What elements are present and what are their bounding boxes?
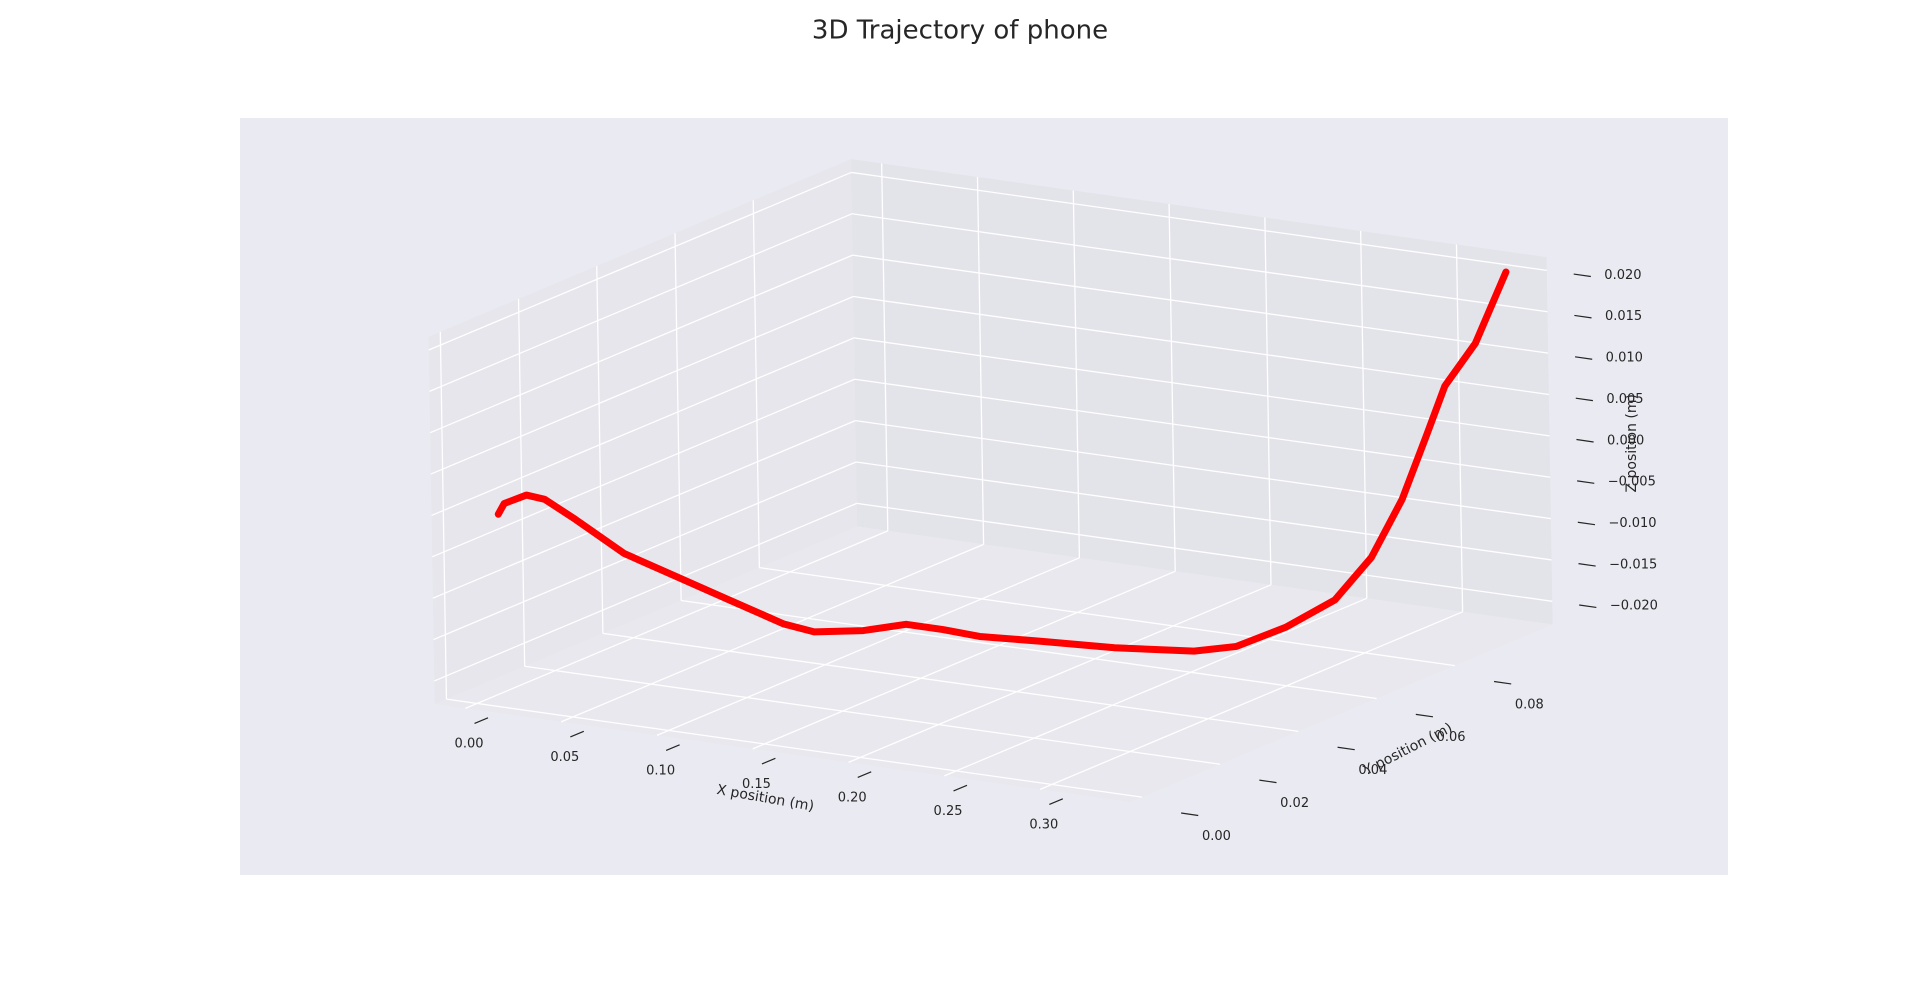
grid-line xyxy=(681,599,1377,700)
z-tick-label: 0.010 xyxy=(1606,351,1643,366)
grid-line xyxy=(1039,611,1463,790)
x-tick-label: 0.10 xyxy=(646,763,675,778)
x-tick-label: 0.15 xyxy=(742,777,771,792)
x-tick-label: 0.20 xyxy=(838,790,867,805)
trajectory-line xyxy=(494,268,1510,655)
grid-line xyxy=(429,254,853,434)
tick-mark xyxy=(1574,356,1593,360)
grid-line xyxy=(1072,190,1081,558)
grid-line xyxy=(851,213,1548,313)
grid-line xyxy=(852,254,1549,354)
grid-line xyxy=(1168,203,1176,572)
grid-line xyxy=(1264,217,1272,585)
tick-mark xyxy=(1577,521,1596,526)
grid-line xyxy=(524,665,1221,765)
grid-line xyxy=(848,584,1272,763)
grid-line xyxy=(856,502,1553,602)
grid-line xyxy=(517,298,526,667)
grid-line xyxy=(853,295,1549,396)
tick-mark xyxy=(665,744,680,752)
grid-line xyxy=(752,200,761,568)
grid-line xyxy=(944,597,1368,777)
tick-mark xyxy=(1259,779,1277,784)
grid-line xyxy=(431,337,855,517)
z-tick-label: −0.010 xyxy=(1608,516,1656,531)
pane-back xyxy=(851,159,1553,625)
y-tick-label: 0.06 xyxy=(1437,730,1466,745)
tick-mark xyxy=(1049,798,1064,805)
tick-mark xyxy=(570,730,585,738)
tick-mark xyxy=(1181,812,1199,817)
grid-line xyxy=(976,176,985,545)
x-tick-label: 0.25 xyxy=(934,804,963,819)
x-tick-label: 0.05 xyxy=(550,750,579,765)
tick-mark xyxy=(1577,480,1595,484)
grid-line xyxy=(674,233,682,601)
pane-left xyxy=(428,159,858,705)
grid-line xyxy=(428,171,852,351)
tick-mark xyxy=(1578,563,1596,567)
z-tick-label: 0.000 xyxy=(1607,433,1644,448)
grid-line xyxy=(560,543,984,723)
tick-mark xyxy=(761,757,776,765)
grid-line xyxy=(602,632,1299,732)
tick-mark xyxy=(1579,604,1597,609)
grid-line xyxy=(855,419,1551,520)
chart-title: 3D Trajectory of phone xyxy=(812,16,1108,46)
tick-mark xyxy=(1575,397,1593,402)
tick-mark xyxy=(953,784,968,792)
z-tick-label: −0.015 xyxy=(1609,557,1657,572)
grid-line xyxy=(439,331,448,700)
y-tick-label: 0.02 xyxy=(1280,796,1309,811)
x-tick-label: 0.00 xyxy=(455,736,484,751)
tick-mark xyxy=(474,717,489,725)
grid-line xyxy=(881,163,889,531)
grid-line xyxy=(854,378,1551,478)
tick-mark xyxy=(1576,438,1594,443)
grid-line xyxy=(855,461,1552,561)
grid-line xyxy=(465,530,889,709)
tick-mark xyxy=(1415,713,1434,718)
grid-line xyxy=(433,461,857,641)
tick-mark xyxy=(1574,314,1592,319)
grid-line xyxy=(434,502,858,682)
grid-line xyxy=(1360,230,1368,599)
z-tick-label: 0.020 xyxy=(1604,268,1641,283)
y-tick-label: 0.04 xyxy=(1358,763,1387,778)
grid-line xyxy=(759,566,1455,667)
z-tick-label: 0.005 xyxy=(1606,392,1643,407)
z-axis-label: Z position (m) xyxy=(1624,394,1640,493)
grid-line xyxy=(446,698,1143,798)
grid-line xyxy=(851,171,1547,272)
z-tick-label: −0.020 xyxy=(1610,599,1658,614)
y-tick-label: 0.08 xyxy=(1515,697,1544,712)
tick-mark xyxy=(857,771,872,778)
tick-mark xyxy=(1493,680,1512,685)
grid-line xyxy=(431,378,855,558)
z-tick-label: −0.005 xyxy=(1608,475,1656,490)
tick-mark xyxy=(1337,746,1355,751)
x-tick-label: 0.30 xyxy=(1029,817,1058,832)
grid-line xyxy=(429,213,853,392)
grid-line xyxy=(430,295,854,475)
z-tick-label: 0.015 xyxy=(1605,309,1642,324)
grid-line xyxy=(596,266,604,634)
grid-line xyxy=(752,570,1176,750)
tick-mark xyxy=(1573,273,1591,278)
grid-line xyxy=(656,557,1080,736)
y-tick-label: 0.00 xyxy=(1202,829,1231,844)
grid-line xyxy=(1455,244,1464,612)
grid-line xyxy=(432,420,856,599)
